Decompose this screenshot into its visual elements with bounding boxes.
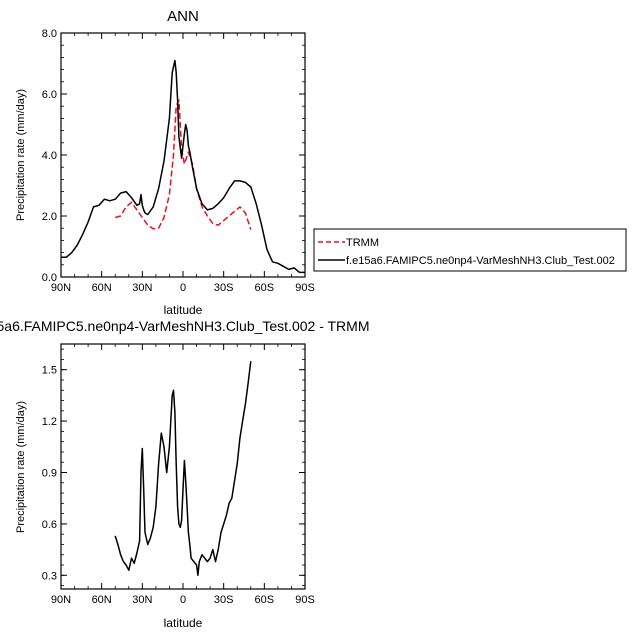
x-tick-label: 60S xyxy=(255,282,275,294)
y-axis-label: Precipitation rate (mm/day) xyxy=(15,89,27,221)
x-tick-label: 30N xyxy=(132,282,152,294)
y-tick-label: 0.6 xyxy=(42,519,57,531)
x-tick-label: 90N xyxy=(51,282,71,294)
plot-frame xyxy=(60,32,306,278)
x-tick-label: 30S xyxy=(214,594,234,606)
y-tick-label: 8.0 xyxy=(42,28,57,40)
y-tick-label: 2.0 xyxy=(42,211,57,223)
x-tick-label: 0 xyxy=(180,594,186,606)
chart-title: ANN xyxy=(167,8,199,25)
x-tick-label: 30S xyxy=(214,282,234,294)
y-tick-label: 4.0 xyxy=(42,150,57,162)
bottom-panel: 5a6.FAMIPC5.ne0np4-VarMeshNH3.Club_Test.… xyxy=(0,318,369,630)
y-tick-label: 6.0 xyxy=(42,89,57,101)
legend: TRMM f.e15a6.FAMIPC5.ne0np4-VarMeshNH3.C… xyxy=(313,228,627,272)
legend-label-model: f.e15a6.FAMIPC5.ne0np4-VarMeshNH3.Club_T… xyxy=(346,255,615,267)
x-tick-label: 60S xyxy=(255,594,275,606)
x-tick-label: 90S xyxy=(295,594,315,606)
x-tick-label: 60N xyxy=(92,282,112,294)
y-tick-label: 0.3 xyxy=(42,570,57,582)
y-tick-label: 0.9 xyxy=(42,467,57,479)
plot-area: 90N 60N 30N 0 30S 60S 90S 0.0 2.0 4.0 6.0 8.0 xyxy=(42,28,315,294)
x-tick-label: 90N xyxy=(51,594,71,606)
y-axis-label: Precipitation rate (mm/day) xyxy=(15,401,27,533)
top-panel: ANN Precipitation rate (mm/day) latitude… xyxy=(15,8,315,317)
series-line-model xyxy=(61,59,305,274)
series-line-difference xyxy=(114,361,252,577)
legend-label-trmm: TRMM xyxy=(346,237,379,249)
x-tick-label: 60N xyxy=(92,594,112,606)
x-tick-label: 90S xyxy=(295,282,315,294)
series-line-trmm xyxy=(114,99,252,230)
x-axis-label: latitude xyxy=(164,616,203,630)
x-tick-label: 0 xyxy=(180,282,186,294)
y-tick-label: 1.2 xyxy=(42,416,57,428)
y-tick-label: 0.0 xyxy=(42,272,57,284)
y-tick-label: 1.5 xyxy=(42,365,57,377)
chart-title: 5a6.FAMIPC5.ne0np4-VarMeshNH3.Club_Test.… xyxy=(0,318,369,334)
plot-area: 90N 60N 30N 0 30S 60S 90S 0.3 0.6 0.9 1.2 1.5 xyxy=(42,344,315,606)
x-tick-label: 30N xyxy=(132,594,152,606)
x-axis-label: latitude xyxy=(164,303,203,317)
legend-box xyxy=(313,228,627,272)
plot-frame xyxy=(60,343,306,590)
